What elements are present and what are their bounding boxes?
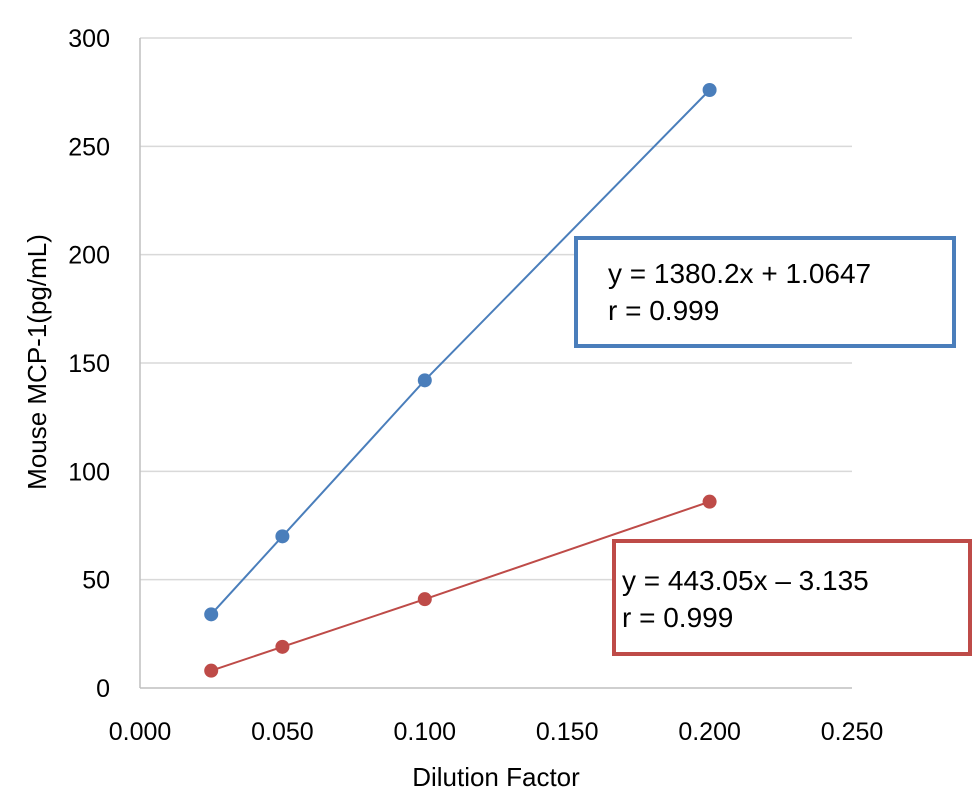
series-1-line (210, 89, 711, 616)
series-2-point (417, 592, 432, 607)
x-tick-label: 0.150 (536, 718, 599, 746)
annotation-2-line-2: r = 0.999 (622, 602, 733, 633)
annotation-1-line-1: y = 1380.2x + 1.0647 (608, 258, 871, 289)
series-2-point (702, 494, 717, 509)
y-tick-label: 250 (68, 133, 110, 161)
y-tick-labels: 0 50 100 150 200 250 300 (68, 25, 110, 703)
annotation-box-2 (612, 539, 972, 656)
series-1-point (204, 607, 219, 622)
y-tick-label: 200 (68, 242, 110, 270)
series-2-point (204, 663, 219, 678)
series-2-line (210, 500, 710, 672)
series-1-point (417, 373, 432, 388)
x-axis-title: Dilution Factor (412, 762, 580, 792)
x-tick-label: 0.250 (821, 718, 884, 746)
y-axis-title: Mouse MCP-1(pg/mL) (22, 234, 52, 490)
equation-annotations: y = 1380.2x + 1.0647 r = 0.999 y = 443.05x… (574, 236, 972, 656)
data-series (204, 83, 717, 678)
series-1-point (702, 83, 717, 97)
series-1-point (275, 529, 290, 544)
annotation-1-line-2: r = 0.999 (608, 295, 719, 326)
axes (139, 38, 852, 689)
x-tick-labels: 0.000 0.050 0.100 0.150 0.200 0.250 (109, 718, 884, 746)
x-tick-label: 0.200 (678, 718, 741, 746)
y-tick-label: 300 (68, 25, 110, 53)
y-tick-label: 0 (96, 675, 110, 703)
annotation-2-line-1: y = 443.05x – 3.135 (622, 565, 869, 596)
y-tick-label: 100 (68, 458, 110, 486)
y-tick-label: 50 (82, 567, 110, 595)
x-tick-label: 0.000 (109, 718, 172, 746)
annotation-box-1 (574, 236, 956, 348)
y-tick-label: 150 (68, 350, 110, 378)
x-tick-label: 0.050 (251, 718, 314, 746)
series-2-point (275, 639, 290, 654)
x-tick-label: 0.100 (394, 718, 457, 746)
